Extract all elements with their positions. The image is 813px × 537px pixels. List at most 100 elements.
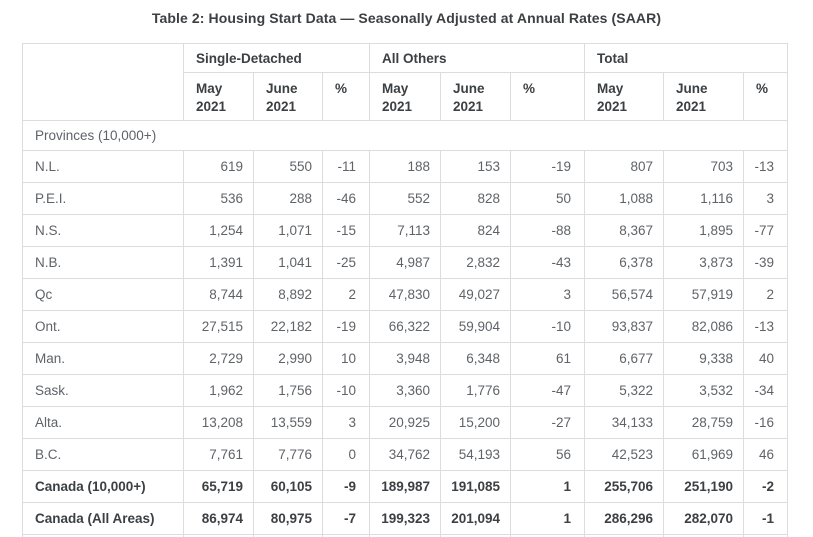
cell-ao_pct: -10 <box>509 310 586 343</box>
cell-ao_may: 552 <box>369 182 441 215</box>
cell-ao_pct: 50 <box>509 182 586 215</box>
cell-t_may: 5,322 <box>584 374 665 407</box>
col-header-total-percent: % <box>743 72 789 121</box>
cell-ao_june: 1,776 <box>440 374 511 407</box>
cell-sd_pct: -46 <box>322 182 370 215</box>
cell-t_june: 82,086 <box>663 310 745 343</box>
cell-ao_june: 191,085 <box>440 470 511 503</box>
cell-sd_pct: -11 <box>322 150 370 183</box>
cell-sd_may: 27,515 <box>183 310 254 343</box>
cell-ao_june: 2,832 <box>440 246 511 279</box>
cell-sd_pct: -25 <box>322 246 370 279</box>
cell-t_june: 1,116 <box>663 182 745 215</box>
cell-ao_may: 20,925 <box>369 406 441 439</box>
cell-t_june: 28,759 <box>663 406 745 439</box>
row-label: P.E.I. <box>22 182 184 215</box>
col-header-ao-percent: % <box>509 72 586 121</box>
cell-ao_pct: 56 <box>509 438 586 471</box>
table-row: P.E.I. 536 288 -46 552 828 50 1,088 1,116 3 <box>22 182 789 215</box>
cell-t_pct: 3 <box>743 182 789 215</box>
cell-sd_june: 1,071 <box>253 214 323 247</box>
cell-ao_may: 4,987 <box>369 246 441 279</box>
housing-start-data-table: Single-Detached All Others Total May 2021… <box>21 43 789 537</box>
cell-t_pct: 2 <box>743 278 789 311</box>
cell-sd_pct: 10 <box>322 342 370 375</box>
cell-ao_pct: -19 <box>509 150 586 183</box>
cell-sd_june: 550 <box>253 150 323 183</box>
cell-t_pct: -77 <box>743 214 789 247</box>
cell-sd_may: 13,208 <box>183 406 254 439</box>
cell-sd_june: 7,776 <box>253 438 323 471</box>
row-label: N.B. <box>22 246 184 279</box>
cell-sd_pct: 2 <box>322 278 370 311</box>
cell-t_june: 3,532 <box>663 374 745 407</box>
cell-t_june: 703 <box>663 150 745 183</box>
cell-t_pct: -13 <box>743 310 789 343</box>
table-row: Man. 2,729 2,990 10 3,948 6,348 61 6,677 9,338 40 <box>22 342 789 375</box>
cell-sd_may: 1,391 <box>183 246 254 279</box>
cell-sd_pct: 3 <box>322 406 370 439</box>
col-header-total-may: May 2021 <box>584 72 665 121</box>
section-header-row: Provinces (10,000+) <box>21 120 789 151</box>
cell-sd_june: 60,105 <box>253 470 323 503</box>
cell-sd_june: 1,756 <box>253 374 323 407</box>
cell-sd_pct: -10 <box>322 374 370 407</box>
col-header-sd-may: May 2021 <box>183 72 254 121</box>
row-label: Qc <box>22 278 184 311</box>
cell-sd_june: 13,559 <box>253 406 323 439</box>
table-body: Provinces (10,000+) N.L. 619 550 -11 188 153-… <box>21 120 789 537</box>
cell-ao_may: 47,830 <box>369 278 441 311</box>
col-header-ao-may: May 2021 <box>369 72 441 121</box>
cell-sd_june: 22,182 <box>253 310 323 343</box>
cell-t_june: 57,919 <box>663 278 745 311</box>
col-header-ao-june: June 2021 <box>440 72 511 121</box>
cell-sd_may: 2,729 <box>183 342 254 375</box>
row-label: N.L. <box>22 150 184 183</box>
cell-t_pct: -16 <box>743 406 789 439</box>
cell-t_pct: -13 <box>743 150 789 183</box>
row-label: Man. <box>22 342 184 375</box>
cell-t_may: 93,837 <box>584 310 665 343</box>
cell-sd_may: 65,719 <box>183 470 254 503</box>
cell-ao_may: 3,360 <box>369 374 441 407</box>
cell-ao_pct: -47 <box>509 374 586 407</box>
total-row: Canada (10,000+) 65,719 60,105 -9 189,987 191… <box>22 470 789 503</box>
cell-sd_pct: -7 <box>322 502 370 535</box>
cell-sd_may: 86,974 <box>183 502 254 535</box>
cell-ao_june: 54,193 <box>440 438 511 471</box>
col-header-sd-percent: % <box>322 72 370 121</box>
cell-sd_june: 8,892 <box>253 278 323 311</box>
table-row: N.B. 1,391 1,041 -25 4,987 2,832 -43 6,378 3,873… <box>22 246 789 279</box>
row-label: Canada (All Areas) <box>22 502 184 535</box>
cell-ao_june: 824 <box>440 214 511 247</box>
cell-ao_june: 828 <box>440 182 511 215</box>
col-header-total-june: June 2021 <box>663 72 745 121</box>
column-group-total: Total <box>584 43 789 73</box>
cell-ao_may: 66,322 <box>369 310 441 343</box>
row-label: N.S. <box>22 214 184 247</box>
cell-ao_may: 199,323 <box>369 502 441 535</box>
cell-sd_may: 1,962 <box>183 374 254 407</box>
cell-t_may: 1,088 <box>584 182 665 215</box>
cell-t_pct: -2 <box>743 470 789 503</box>
cell-ao_june: 49,027 <box>440 278 511 311</box>
cell-t_pct: -39 <box>743 246 789 279</box>
cell-ao_may: 34,762 <box>369 438 441 471</box>
cell-sd_pct: 0 <box>322 438 370 471</box>
col-header-sd-june: June 2021 <box>253 72 323 121</box>
cell-t_pct: -1 <box>743 502 789 535</box>
cell-t_june: 282,070 <box>663 502 745 535</box>
cell-t_may: 8,367 <box>584 214 665 247</box>
cell-t_may: 255,706 <box>584 470 665 503</box>
cell-ao_may: 189,987 <box>369 470 441 503</box>
column-group-single-detached: Single-Detached <box>183 43 370 73</box>
table-title: Table 2: Housing Start Data — Seasonally… <box>151 10 662 26</box>
cell-sd_pct: -15 <box>322 214 370 247</box>
table-row: Alta. 13,208 13,559 3 20,925 15,200 -27 34,133 2… <box>22 406 789 439</box>
cell-ao_pct: 1 <box>509 502 586 535</box>
table-row: N.L. 619 550 -11 188 153 -19 807 703 -13 <box>22 150 789 183</box>
cell-ao_pct: 1 <box>509 470 586 503</box>
table-header: Single-Detached All Others Total May 2021… <box>22 43 789 121</box>
cell-ao_may: 3,948 <box>369 342 441 375</box>
cell-sd_may: 7,761 <box>183 438 254 471</box>
